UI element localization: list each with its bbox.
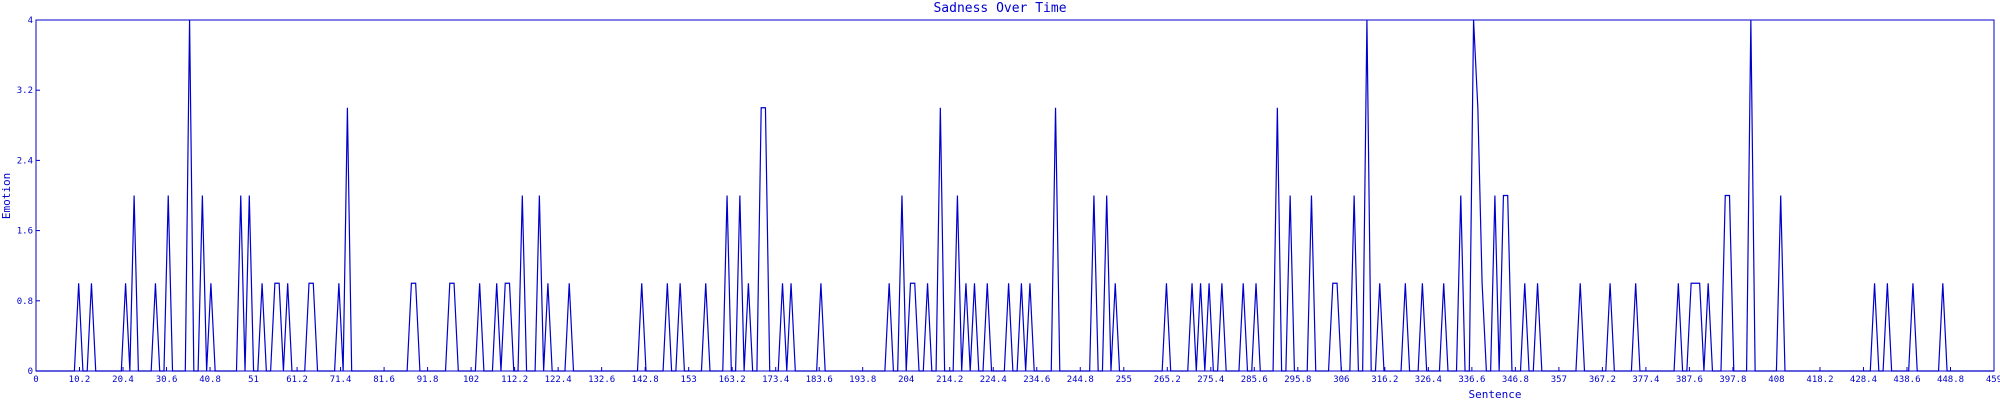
x-tick-label: 377.4 — [1632, 375, 1659, 385]
x-tick-label: 438.6 — [1893, 375, 1920, 385]
x-axis-label: Sentence — [1469, 388, 1522, 400]
x-tick-label: 51 — [248, 375, 259, 385]
y-axis-label: Emotion — [0, 173, 13, 219]
x-tick-label: 265.2 — [1154, 375, 1181, 385]
x-tick-label: 112.2 — [501, 375, 528, 385]
y-tick-label: 2.4 — [17, 156, 33, 166]
x-tick-label: 0 — [33, 375, 38, 385]
x-tick-label: 397.8 — [1719, 375, 1746, 385]
x-tick-label: 244.8 — [1067, 375, 1094, 385]
x-tick-label: 418.2 — [1806, 375, 1833, 385]
x-tick-label: 357 — [1551, 375, 1567, 385]
x-tick-label: 326.4 — [1415, 375, 1442, 385]
x-tick-label: 153 — [681, 375, 697, 385]
x-tick-label: 336.6 — [1458, 375, 1485, 385]
x-tick-label: 204 — [898, 375, 914, 385]
x-tick-label: 30.6 — [156, 375, 178, 385]
x-tick-label: 224.4 — [980, 375, 1007, 385]
ticks-layer: 0 10.2 20.4 30.6 40.8 51 61.2 71.4 81.6 91.8 102 11… — [17, 16, 2000, 385]
x-tick-label: 102 — [463, 375, 479, 385]
x-tick-label: 71.4 — [330, 375, 352, 385]
x-tick-label: 173.4 — [762, 375, 789, 385]
x-tick-label: 285.6 — [1241, 375, 1268, 385]
x-tick-label: 132.6 — [588, 375, 615, 385]
x-tick-label: 295.8 — [1284, 375, 1311, 385]
x-tick-label: 367.2 — [1589, 375, 1616, 385]
series-line — [36, 19, 1994, 372]
x-tick-label: 306 — [1333, 375, 1349, 385]
y-tick-label: 3.2 — [17, 86, 33, 96]
x-tick-label: 40.8 — [199, 375, 221, 385]
plot-frame — [35, 19, 1995, 372]
x-tick-label: 428.4 — [1850, 375, 1877, 385]
x-tick-label: 163.2 — [719, 375, 746, 385]
x-tick-label: 20.4 — [112, 375, 134, 385]
x-tick-label: 81.6 — [373, 375, 395, 385]
y-tick-label: 0.8 — [17, 297, 33, 307]
x-tick-label: 122.4 — [545, 375, 572, 385]
y-tick-label: 4 — [28, 16, 33, 26]
x-tick-label: 214.2 — [936, 375, 963, 385]
x-tick-label: 91.8 — [417, 375, 439, 385]
x-tick-label: 346.8 — [1502, 375, 1529, 385]
x-tick-label: 387.6 — [1676, 375, 1703, 385]
chart-title: Sadness Over Time — [933, 1, 1066, 16]
x-tick-label: 10.2 — [69, 375, 91, 385]
x-tick-label: 61.2 — [286, 375, 308, 385]
y-tick-label: 1.6 — [17, 227, 33, 237]
x-tick-label: 234.6 — [1023, 375, 1050, 385]
x-tick-label: 142.8 — [632, 375, 659, 385]
x-tick-label: 316.2 — [1371, 375, 1398, 385]
x-tick-label: 183.6 — [806, 375, 833, 385]
x-tick-label: 408 — [1768, 375, 1784, 385]
x-tick-label: 459 — [1986, 375, 2000, 385]
x-tick-label: 193.8 — [849, 375, 876, 385]
y-tick-label: 0 — [28, 367, 33, 377]
x-tick-label: 448.8 — [1937, 375, 1964, 385]
x-tick-label: 275.4 — [1197, 375, 1224, 385]
x-tick-label: 255 — [1116, 375, 1132, 385]
